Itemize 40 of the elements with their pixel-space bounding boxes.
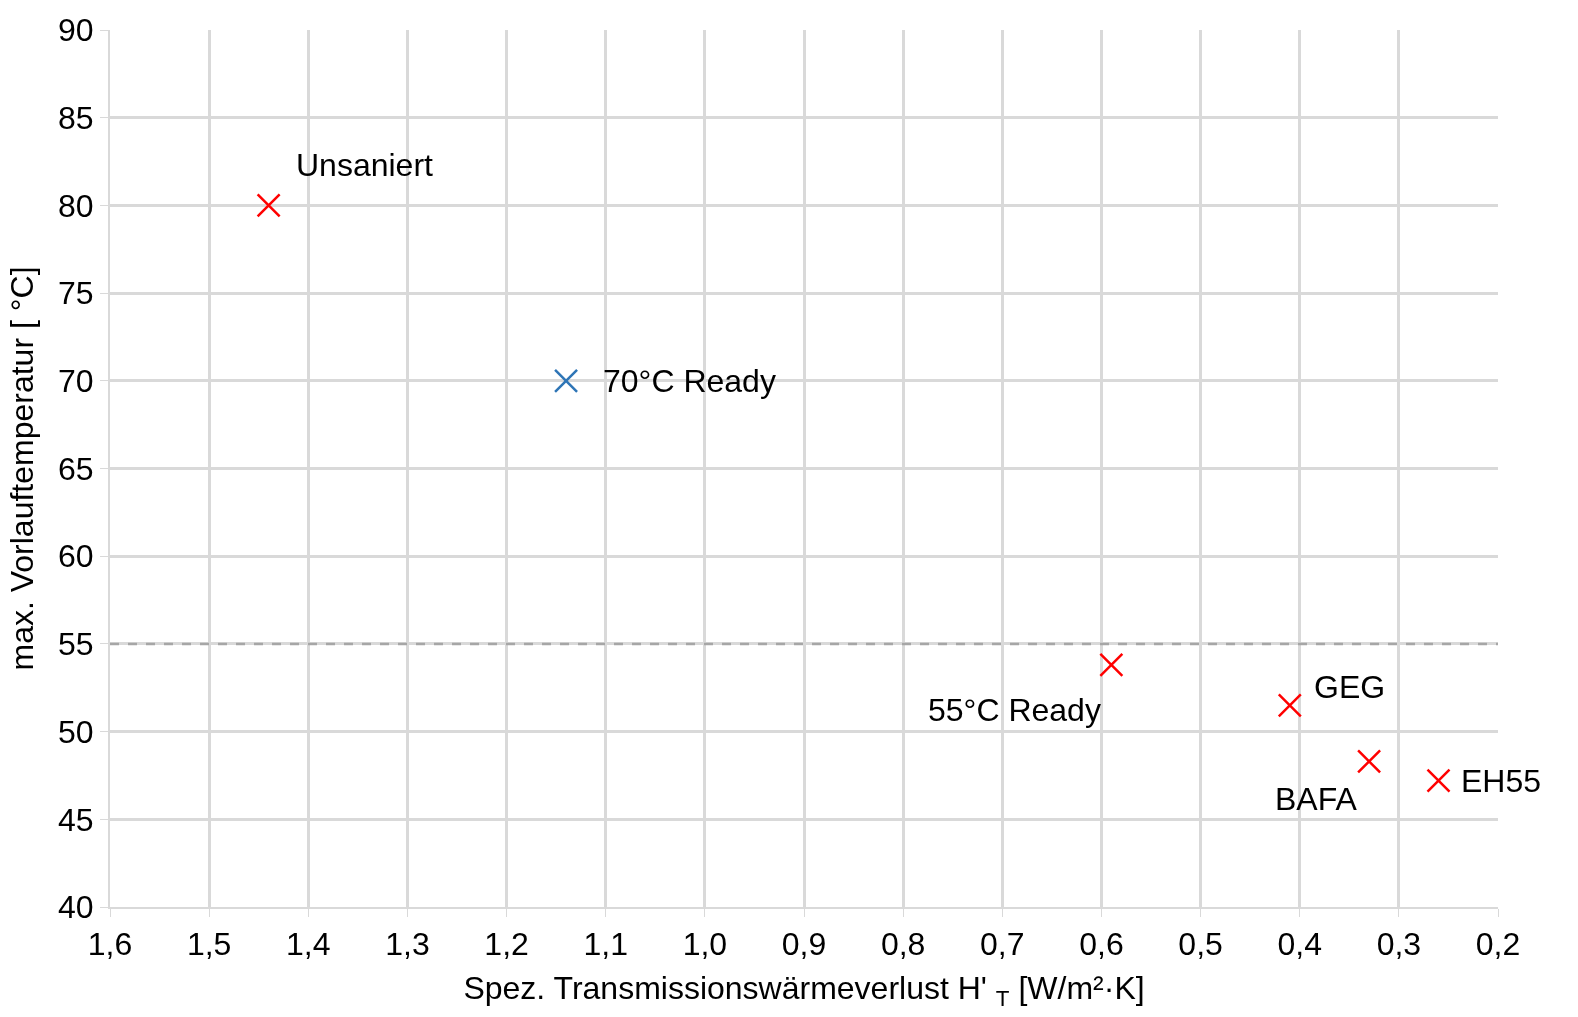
- x-tick-label: 0,4: [1277, 926, 1322, 963]
- annotation: EH55: [1461, 763, 1542, 799]
- x-tick-label: 0,6: [1079, 926, 1124, 963]
- point: [256, 193, 281, 218]
- x-tick-label: 0,3: [1376, 926, 1422, 963]
- y-tick-label: 65: [58, 450, 94, 487]
- x-tick-label: 1,3: [385, 926, 430, 963]
- x-tick-label: 0,9: [781, 926, 827, 963]
- annotation: 70°C Ready: [603, 363, 776, 399]
- point: [1356, 749, 1382, 774]
- x-tick-label: 1,5: [186, 926, 232, 963]
- x-tick-label: 1,6: [87, 926, 133, 963]
- y-tick-label: 45: [58, 801, 94, 838]
- x-tick-label: 0,8: [880, 926, 926, 963]
- point: [553, 368, 579, 394]
- y-tick-label: 85: [58, 99, 94, 136]
- point: [1099, 652, 1124, 678]
- x-tick-label: 1,2: [484, 926, 529, 963]
- point: [1277, 693, 1303, 718]
- y-tick-label: 60: [58, 538, 94, 575]
- y-tick-label: 90: [58, 12, 94, 49]
- y-tick-label: 80: [58, 187, 94, 224]
- y-tick-label: 50: [58, 713, 94, 750]
- y-tick-label: 55: [58, 626, 94, 663]
- x-tick-label: 0,7: [980, 926, 1025, 963]
- x-tick-label: 0,2: [1475, 926, 1521, 963]
- y-tick-label: 75: [58, 275, 94, 312]
- x-tick-label: 0,5: [1178, 926, 1223, 963]
- x-tick-label: 1,4: [286, 926, 331, 963]
- y-tick-label: 70: [58, 363, 94, 399]
- annotation: 55°C Ready: [928, 692, 1101, 728]
- point: [1426, 768, 1451, 793]
- x-tick-label: 1,0: [682, 926, 728, 963]
- x-tick-label: 1,1: [583, 926, 628, 963]
- x-axis-title: Spez. Transmissionswärmeverlust H' $_{T}$ [W/m²·K]: [463, 969, 1145, 1011]
- annotation: Unsaniert: [296, 147, 434, 183]
- annotation: BAFA: [1275, 781, 1358, 817]
- annotation: GEG: [1314, 669, 1386, 705]
- y-axis-title: max. Vorlauftemperatur [ °C]: [3, 266, 40, 671]
- y-tick-label: 40: [58, 889, 94, 926]
